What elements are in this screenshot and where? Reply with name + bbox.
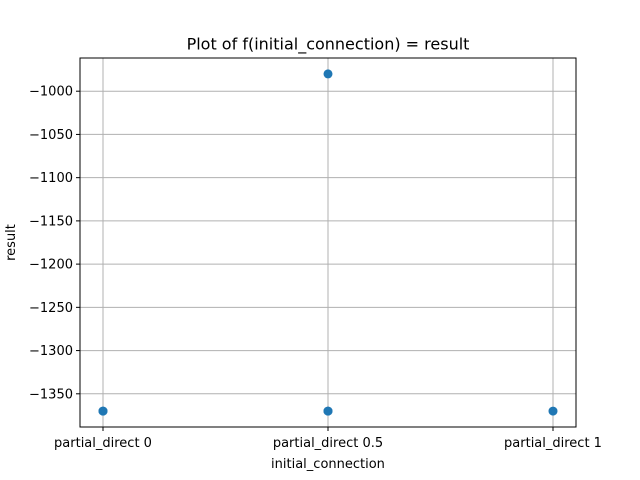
y-ticks: −1000 −1050 −1100 −1150 −1200 −1250 −1300 −1350 [29,85,80,402]
y-tick-label: −1050 [29,128,73,143]
grid-layer [80,58,576,427]
y-tick-label: −1350 [29,387,73,402]
y-tick-label: −1100 [29,171,73,186]
data-point [323,69,333,79]
y-tick-label: −1200 [29,258,73,273]
x-tick-label: partial_direct 0 [54,436,152,451]
y-tick-label: −1150 [29,214,73,229]
y-tick-label: −1250 [29,301,73,316]
x-ticks: partial_direct 0 partial_direct 0.5 partia… [54,427,602,451]
data-point [98,406,108,416]
y-tick-label: −1300 [29,344,73,359]
x-tick-label: partial_direct 0.5 [273,436,383,451]
points-layer [98,69,558,416]
y-tick-label: −1000 [29,85,73,100]
y-axis-label: result [4,224,19,261]
data-point [323,406,333,416]
x-tick-label: partial_direct 1 [504,436,602,451]
data-point [548,406,558,416]
x-axis-label: initial_connection [271,457,385,472]
chart-title: Plot of f(initial_connection) = result [187,35,470,55]
